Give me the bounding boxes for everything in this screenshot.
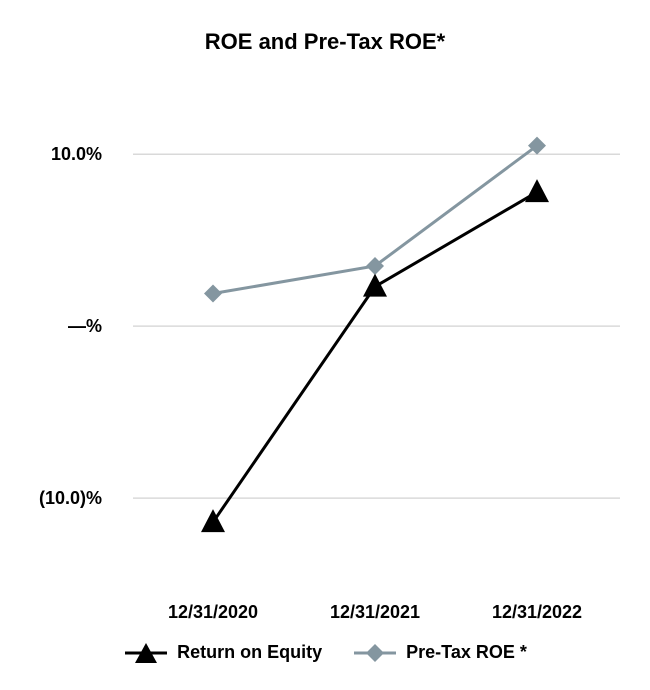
y-tick-label: (10.0)% — [39, 488, 102, 508]
data-point[interactable] — [525, 179, 549, 203]
x-tick-label: 12/31/2021 — [330, 602, 420, 622]
grid — [133, 153, 620, 499]
triangle-marker-icon — [125, 643, 168, 663]
legend-label: Pre-Tax ROE * — [406, 641, 527, 662]
series-pre-tax-roe — [204, 136, 546, 303]
series-return-on-equity — [201, 179, 549, 533]
data-point[interactable] — [363, 273, 387, 297]
series-layer — [201, 136, 549, 533]
x-tick-label: 12/31/2020 — [168, 602, 258, 622]
diamond-marker-icon — [354, 644, 397, 662]
chart-title: ROE and Pre-Tax ROE* — [205, 29, 446, 54]
legend: Return on Equity Pre-Tax ROE * — [0, 640, 650, 664]
legend-label: Return on Equity — [177, 641, 323, 662]
data-point[interactable] — [528, 136, 546, 155]
data-point[interactable] — [366, 257, 384, 275]
data-point[interactable] — [201, 509, 225, 533]
x-axis-labels: 12/31/2020 12/31/2021 12/31/2022 — [168, 602, 582, 622]
data-point[interactable] — [204, 284, 222, 303]
y-tick-label: 10.0% — [51, 144, 102, 164]
chart: ROE and Pre-Tax ROE* 10.0% —% (10.0)% 12/3… — [39, 29, 620, 622]
legend-item-pre-tax-roe[interactable]: Pre-Tax ROE * — [352, 640, 527, 664]
y-tick-label: —% — [68, 316, 102, 336]
legend-item-return-on-equity[interactable]: Return on Equity — [123, 640, 322, 664]
x-tick-label: 12/31/2022 — [492, 602, 582, 622]
y-axis-labels: 10.0% —% (10.0)% — [39, 144, 102, 508]
series-line — [211, 190, 538, 524]
